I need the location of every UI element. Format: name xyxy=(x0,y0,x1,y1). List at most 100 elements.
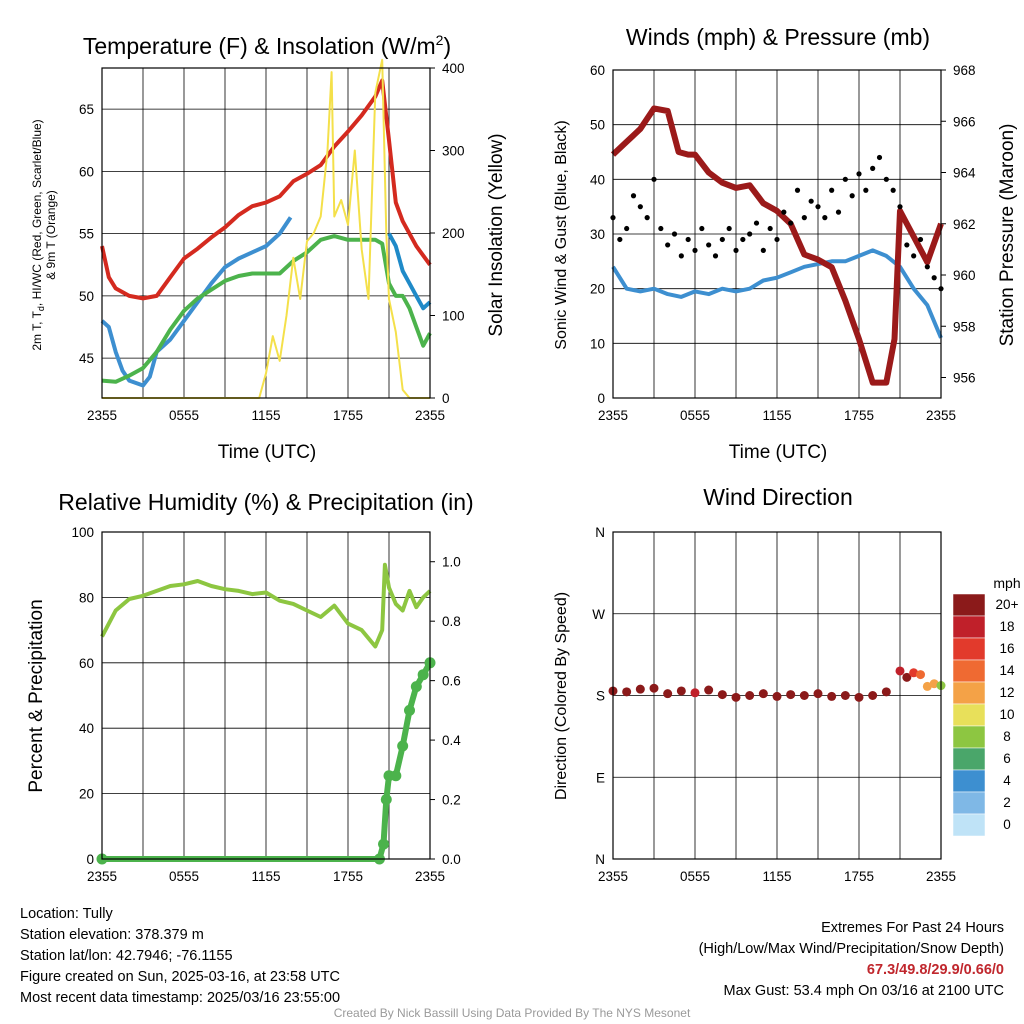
y-tick-label-right: 400 xyxy=(442,61,465,76)
extremes-values: 67.3/49.8/29.9/0.66/0 xyxy=(866,962,1004,978)
direction-title: Wind Direction xyxy=(703,484,853,510)
gust-point xyxy=(624,225,630,232)
legend-swatch xyxy=(952,593,986,617)
gust-point xyxy=(630,193,637,199)
winds-xlabel: Time (UTC) xyxy=(729,442,828,463)
x-tick-label: 1155 xyxy=(762,869,791,884)
direction-point xyxy=(649,683,659,693)
series-line xyxy=(102,58,430,399)
x-tick-label: 2355 xyxy=(87,869,117,884)
x-tick-label: 0555 xyxy=(169,408,199,423)
extremes-title: Extremes For Past 24 Hours xyxy=(821,920,1004,936)
gust-point xyxy=(863,187,869,193)
gust-point xyxy=(835,209,842,215)
plot-frame xyxy=(101,531,431,860)
y-tick-label-left: 20 xyxy=(79,787,94,802)
y-tick-label-right: 966 xyxy=(953,114,976,129)
series-line xyxy=(100,216,293,388)
y-tick-label-left: 0 xyxy=(86,852,94,867)
legend-label: 0 xyxy=(1003,817,1011,832)
temperature-title: Temperature (F) & Insolation (W/m2) xyxy=(83,32,451,59)
gust-point xyxy=(753,220,760,226)
gust-point xyxy=(699,225,705,232)
gust-point xyxy=(808,198,814,204)
y-tick-label-right: 0.4 xyxy=(442,733,461,748)
station-info: Location: Tully Station elevation: 378.3… xyxy=(20,904,340,1009)
x-tick-label: 2355 xyxy=(926,869,956,884)
y-tick-label-right: 0.2 xyxy=(442,793,461,808)
recent-timestamp: Most recent data timestamp: 2025/03/16 2… xyxy=(20,990,341,1006)
direction-point xyxy=(916,670,925,680)
direction-point xyxy=(854,692,864,702)
y-tick-label-left: E xyxy=(596,770,605,785)
direction-ylabel-left: Direction (Colored By Speed) xyxy=(553,592,570,800)
speed-legend: 20+ 18 16 14 12 10 8 6 4 2 0 xyxy=(952,593,1019,837)
direction-point xyxy=(881,687,891,697)
direction-point xyxy=(704,685,714,695)
y-tick-label-left: 30 xyxy=(590,227,605,242)
gust-point xyxy=(876,154,883,161)
legend-label: 8 xyxy=(1003,729,1011,744)
series-line xyxy=(100,78,432,301)
series-line xyxy=(611,248,943,339)
temperature-ylabel-right: Solar Insolation (Yellow) xyxy=(486,133,507,336)
y-tick-label-left: N xyxy=(595,852,605,867)
station-location: Location: Tully xyxy=(20,906,113,922)
direction-point xyxy=(731,692,741,702)
x-tick-label: 1155 xyxy=(251,869,280,884)
direction-point xyxy=(772,691,782,701)
humidity-ylabel-left: Percent & Precipitation xyxy=(26,599,47,792)
y-tick-label-left: W xyxy=(592,607,605,622)
legend-swatch xyxy=(952,747,986,771)
gust-point xyxy=(637,204,643,210)
humidity-title: Relative Humidity (%) & Precipitation (i… xyxy=(58,489,473,515)
y-tick-label-left: 40 xyxy=(79,721,94,736)
gust-point xyxy=(815,204,821,210)
temperature-ylabel-left: 2m T, Td, HI/WC (Red, Green, Scarlet/Blu… xyxy=(30,119,46,350)
winds-ylabel-left: Sonic Wind & Gust (Blue, Black) xyxy=(553,120,570,349)
legend-label: 2 xyxy=(1003,795,1011,810)
y-tick-label-left: 20 xyxy=(590,282,605,297)
direction-point xyxy=(868,691,878,700)
gust-point xyxy=(651,176,657,182)
series-line xyxy=(610,105,944,386)
y-tick-label-right: 0.6 xyxy=(442,674,461,689)
gust-point xyxy=(911,253,917,259)
x-tick-label: 1155 xyxy=(762,408,791,423)
x-tick-label: 2355 xyxy=(598,408,628,423)
direction-point xyxy=(909,668,919,678)
y-tick-label-left: 50 xyxy=(79,289,94,304)
y-tick-label-right: 300 xyxy=(442,144,465,159)
series-line xyxy=(387,232,432,311)
legend-swatch xyxy=(952,791,986,815)
y-tick-label-right: 958 xyxy=(953,319,976,334)
gust-point xyxy=(774,236,780,243)
gust-point xyxy=(658,225,664,232)
y-tick-label-left: 0 xyxy=(597,391,605,406)
y-tick-label-left: 80 xyxy=(79,590,94,605)
legend-swatch xyxy=(952,681,986,705)
figure-created: Figure created on Sun, 2025-03-16, at 23… xyxy=(20,969,340,985)
y-tick-label-right: 1.0 xyxy=(442,555,461,570)
direction-point xyxy=(827,691,837,701)
x-tick-label: 1755 xyxy=(844,869,874,884)
direction-point xyxy=(635,684,645,694)
y-tick-label-left: 100 xyxy=(71,525,94,540)
direction-point xyxy=(676,686,686,696)
y-tick-label-left: 45 xyxy=(79,351,94,366)
winds-panel: Winds (mph) & Pressure (mb) Sonic Wind &… xyxy=(553,24,1018,463)
gust-point xyxy=(897,204,903,210)
y-tick-label-right: 100 xyxy=(442,309,465,324)
max-gust: Max Gust: 53.4 mph On 03/16 at 2100 UTC xyxy=(723,983,1004,999)
y-tick-label-right: 0.8 xyxy=(442,614,461,629)
direction-point xyxy=(902,672,912,682)
legend-swatch xyxy=(952,659,986,683)
extremes-info: Extremes For Past 24 Hours (High/Low/Max… xyxy=(699,918,1004,1002)
x-tick-label: 2355 xyxy=(415,869,445,884)
gust-point xyxy=(788,220,794,226)
legend-label: 4 xyxy=(1003,773,1011,788)
direction-point xyxy=(799,691,809,700)
x-tick-label: 2355 xyxy=(87,408,117,423)
gust-point xyxy=(671,231,678,237)
gust-point xyxy=(870,165,876,171)
